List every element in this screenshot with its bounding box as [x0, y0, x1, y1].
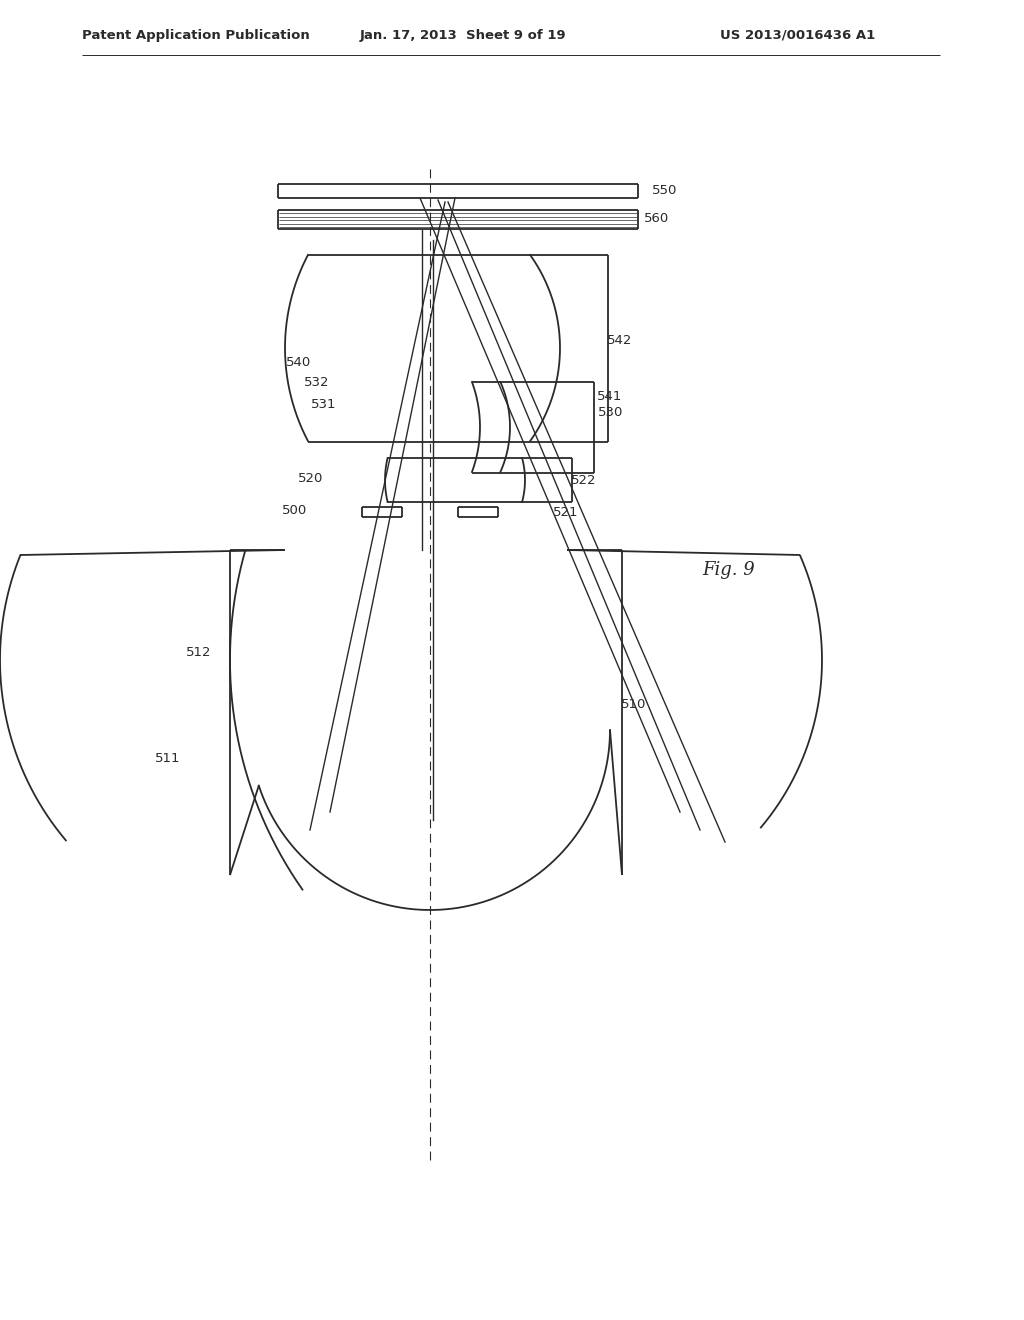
Text: Fig. 9: Fig. 9 [702, 561, 755, 579]
Text: Patent Application Publication: Patent Application Publication [82, 29, 309, 41]
Text: 520: 520 [298, 471, 324, 484]
Text: 560: 560 [644, 213, 670, 226]
Text: 510: 510 [621, 697, 646, 710]
Text: US 2013/0016436 A1: US 2013/0016436 A1 [720, 29, 876, 41]
Text: 541: 541 [597, 389, 623, 403]
Text: 511: 511 [155, 751, 180, 764]
Text: 540: 540 [286, 355, 311, 368]
Text: 531: 531 [311, 399, 337, 412]
Text: 542: 542 [607, 334, 633, 346]
Text: Jan. 17, 2013  Sheet 9 of 19: Jan. 17, 2013 Sheet 9 of 19 [360, 29, 566, 41]
Text: 550: 550 [652, 183, 677, 197]
Text: 522: 522 [571, 474, 597, 487]
Text: 512: 512 [186, 645, 212, 659]
Text: 500: 500 [282, 503, 307, 516]
Text: 530: 530 [598, 405, 624, 418]
Text: 532: 532 [304, 376, 330, 389]
Text: 521: 521 [553, 506, 579, 519]
